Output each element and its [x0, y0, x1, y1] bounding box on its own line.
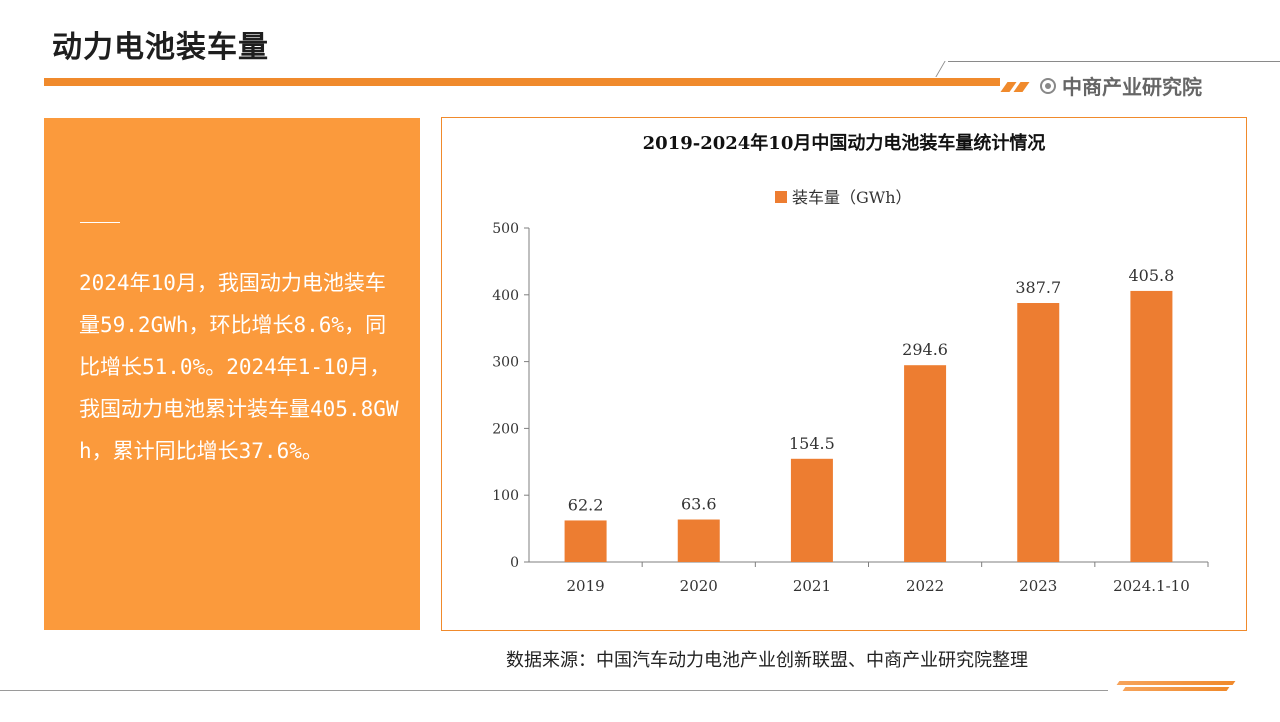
brand-name: 中商产业研究院 — [1062, 75, 1202, 99]
y-tick-label: 400 — [492, 288, 519, 304]
footer-line — [0, 690, 1108, 691]
chart-container: 2019-2024年10月中国动力电池装车量统计情况 装车量（GWh） 0 100… — [441, 117, 1247, 631]
summary-text: 2024年10月，我国动力电池装车量59.2GWh，环比增长8.6%，同比增长5… — [79, 271, 399, 463]
bar-chart: 2019-2024年10月中国动力电池装车量统计情况 装车量（GWh） 0 100… — [492, 132, 1209, 595]
x-tick-label: 2019 — [566, 577, 604, 595]
bars: 62.2 63.6 154.5 294.6 387.7 405.8 — [564, 266, 1175, 562]
y-tick-label: 300 — [492, 355, 519, 371]
y-tick-label: 0 — [510, 555, 519, 571]
x-tick-label: 2023 — [1019, 577, 1057, 595]
header-accent-bar — [44, 78, 1000, 86]
page-title: 动力电池装车量 — [52, 30, 269, 65]
header-divider-line — [948, 61, 1280, 62]
data-label: 154.5 — [789, 434, 835, 453]
x-tick-label: 2024.1-10 — [1113, 577, 1190, 595]
legend: 装车量（GWh） — [775, 188, 912, 207]
header-stripes-decoration — [1000, 77, 1030, 96]
summary-divider — [80, 222, 120, 223]
bar — [904, 365, 947, 562]
brand-logo: 中商产业研究院 — [1040, 71, 1202, 100]
x-tick-label: 2022 — [906, 577, 944, 595]
y-tick-label: 200 — [492, 421, 519, 437]
summary-panel: 2024年10月，我国动力电池装车量59.2GWh，环比增长8.6%，同比增长5… — [44, 118, 420, 630]
data-label: 62.2 — [568, 495, 604, 514]
footer-stripes-decoration — [1116, 681, 1236, 693]
axes: 0 100 200 300 400 500 2019 2020 2021 2022 2023 2024… — [492, 221, 1209, 595]
data-label: 405.8 — [1129, 266, 1175, 285]
bar — [1017, 303, 1060, 562]
bar — [564, 520, 607, 562]
legend-swatch — [775, 191, 787, 203]
chart-title: 2019-2024年10月中国动力电池装车量统计情况 — [643, 132, 1046, 154]
x-tick-label: 2021 — [793, 577, 831, 595]
y-tick-label: 500 — [492, 221, 519, 237]
data-source-note: 数据来源：中国汽车动力电池产业创新联盟、中商产业研究院整理 — [506, 650, 1028, 671]
header-divider-slant — [935, 61, 946, 77]
data-label: 63.6 — [681, 495, 717, 514]
data-label: 294.6 — [902, 340, 948, 359]
bar — [677, 519, 720, 562]
bar — [1130, 290, 1173, 562]
y-tick-label: 100 — [492, 488, 519, 504]
x-tick-label: 2020 — [680, 577, 718, 595]
brand-icon — [1040, 77, 1056, 94]
bar — [790, 458, 833, 562]
legend-label: 装车量（GWh） — [792, 188, 912, 207]
data-label: 387.7 — [1015, 278, 1061, 297]
